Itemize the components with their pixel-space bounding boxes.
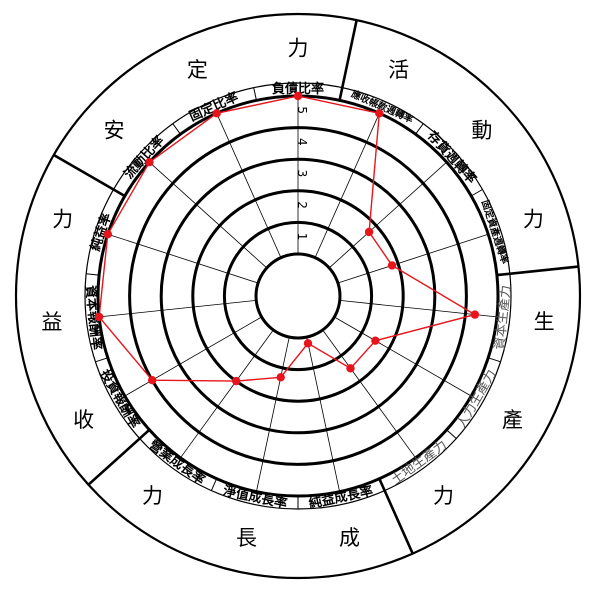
- tick-label-2: 2: [295, 201, 309, 209]
- spoke-7: [334, 316, 472, 397]
- category-boundary-4: [87, 428, 151, 486]
- spoke-8: [322, 329, 416, 459]
- indicator-separator-5: [470, 189, 483, 197]
- data-point: [387, 261, 397, 270]
- spoke-0: [149, 161, 268, 269]
- spoke-11: [180, 329, 274, 459]
- tick-label-3: 3: [295, 170, 309, 178]
- data-point: [346, 364, 355, 373]
- tick-label-4: 4: [295, 138, 309, 146]
- data-point: [212, 109, 221, 118]
- category-char: 成: [339, 526, 360, 550]
- indicator-separator-8: [446, 429, 457, 439]
- category-char: 長: [236, 526, 257, 550]
- indicator-separator-14: [86, 273, 100, 276]
- data-point: [293, 91, 303, 101]
- data-point: [375, 109, 384, 118]
- spoke-4: [328, 161, 447, 269]
- sector-boundaries: [53, 19, 579, 555]
- spoke-3: [314, 113, 380, 258]
- category-char: 生: [534, 310, 555, 334]
- category-char: 力: [142, 484, 163, 508]
- category-char: 力: [52, 208, 73, 232]
- category-char: 收: [73, 408, 94, 432]
- category-char: 安: [104, 118, 125, 142]
- category-boundary-3: [378, 478, 414, 555]
- category-char: 力: [523, 208, 544, 232]
- indicator-separator-1: [172, 123, 181, 135]
- indicator-label: 資本生產力: [492, 284, 515, 350]
- indicator-label: 資本報酬率: [82, 284, 105, 350]
- category-char: 活: [388, 58, 409, 82]
- spoke-12: [124, 316, 262, 397]
- series-line: [98, 95, 477, 382]
- data-point: [148, 376, 157, 385]
- category-char: 力: [433, 484, 454, 508]
- tick-label-1: 1: [295, 233, 309, 241]
- spoke-13: [99, 299, 257, 318]
- data-point: [303, 339, 313, 348]
- radial-tick-labels: 1 2 3 4 5: [295, 106, 309, 240]
- data-point: [371, 336, 380, 345]
- category-boundary-1: [338, 19, 358, 101]
- category-char: 產: [502, 408, 523, 432]
- spoke-9: [306, 336, 340, 492]
- spoke-6: [339, 299, 497, 318]
- indicator-label: 負債比率: [272, 81, 324, 97]
- indicator-separator-13: [95, 357, 108, 363]
- tick-label-5: 5: [295, 106, 309, 114]
- data-point: [276, 373, 285, 382]
- indicator-separator-4: [415, 123, 424, 135]
- data-point: [103, 230, 113, 239]
- spoke-1: [216, 113, 282, 258]
- data-point: [145, 158, 154, 167]
- category-char: 力: [288, 37, 309, 61]
- data-series: [94, 91, 480, 386]
- category-char: 定: [187, 58, 208, 82]
- category-char: 益: [41, 310, 62, 334]
- indicator-separator-2: [253, 87, 257, 101]
- spoke-14: [107, 233, 259, 284]
- category-boundary-0: [53, 153, 126, 198]
- data-point: [470, 310, 480, 319]
- indicator-separator-11: [210, 478, 218, 491]
- data-point: [232, 376, 241, 386]
- spoke-5: [337, 233, 489, 284]
- category-boundary-2: [496, 265, 579, 277]
- outer-circle: [14, 12, 582, 580]
- data-point: [364, 227, 374, 237]
- data-point: [94, 312, 104, 322]
- indicator-separator-7: [488, 357, 501, 363]
- category-char: 動: [471, 118, 492, 142]
- spoke-10: [256, 336, 290, 492]
